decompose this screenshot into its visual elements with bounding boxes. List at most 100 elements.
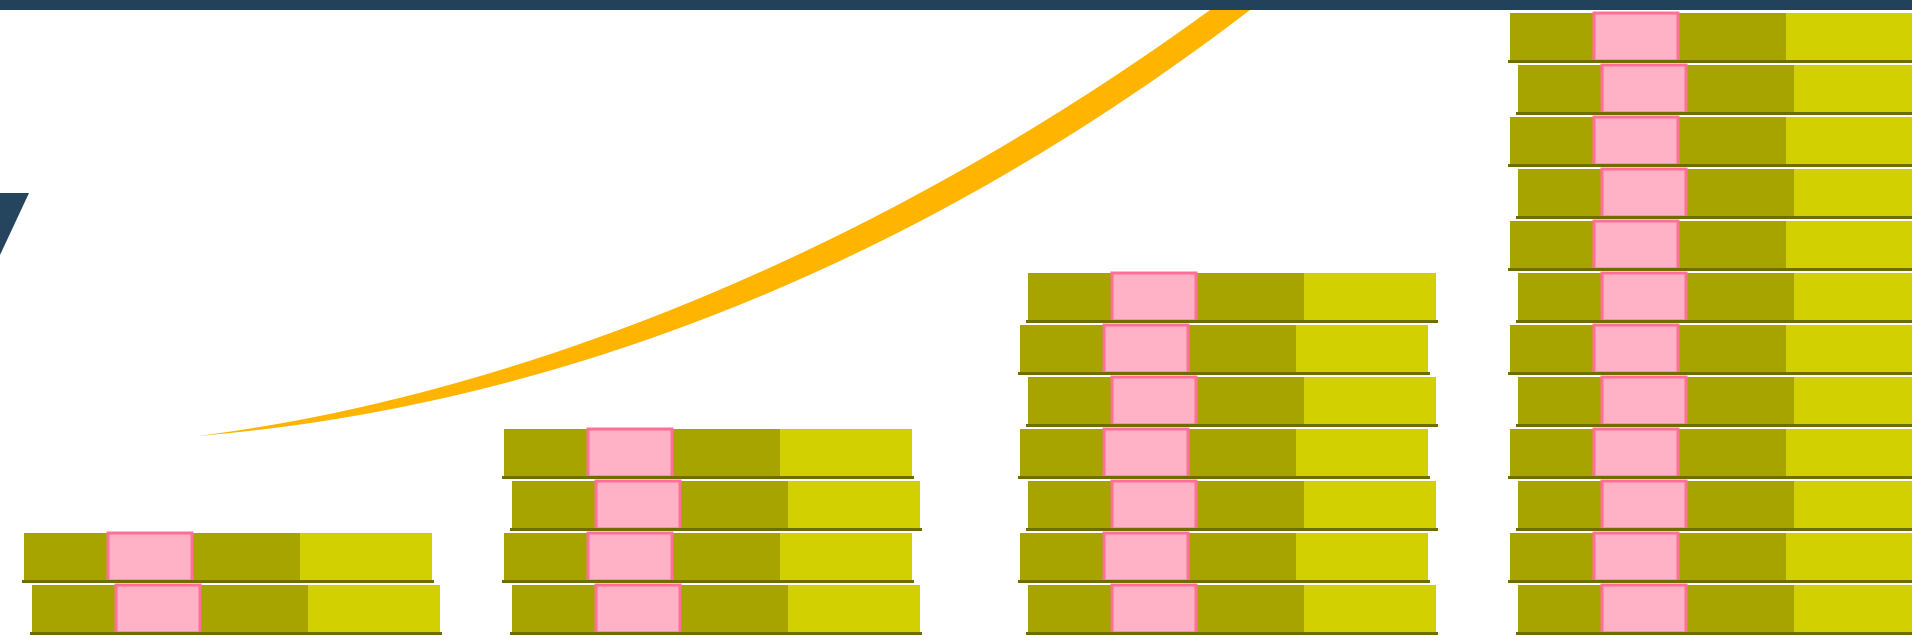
money-stack-icon [1508,323,1912,375]
money-stack-icon [510,479,922,531]
note-middle-dark [200,585,308,633]
bundle-edge [502,476,914,479]
note-left-dark [1518,169,1602,217]
money-stacks [22,11,1912,635]
money-stack-icon [1508,11,1912,63]
note-right-light [780,533,912,581]
note-left-dark [1028,585,1112,633]
note-right-light [1794,377,1912,425]
money-stack-icon [502,427,914,479]
money-band [594,583,682,635]
bundle-edge [1516,424,1912,427]
bundle-edge [510,528,922,531]
money-band [1592,427,1680,479]
note-right-light [1786,221,1912,269]
money-band [1592,115,1680,167]
money-band [586,427,674,479]
money-band [1110,479,1198,531]
note-right-light [1794,585,1912,633]
bundle-edge [1018,580,1430,583]
money-stack-4 [1508,11,1912,635]
note-middle-dark [1188,533,1296,581]
note-middle-dark [680,481,788,529]
money-stack-icon [1516,271,1912,323]
note-right-light [780,429,912,477]
money-stack-icon [1508,427,1912,479]
money-stack-icon [1516,63,1912,115]
money-stack-icon [22,531,434,583]
note-middle-dark [192,533,300,581]
bundle-edge [1508,580,1912,583]
note-right-light [788,481,920,529]
note-middle-dark [1686,169,1794,217]
bundle-edge [510,632,922,635]
bundle-edge [1508,372,1912,375]
money-band [1592,531,1680,583]
note-left-dark [1020,533,1104,581]
note-middle-dark [1686,377,1794,425]
note-right-light [1296,325,1428,373]
note-right-light [1794,65,1912,113]
money-band [1102,427,1190,479]
bundle-edge [1018,372,1430,375]
note-left-dark [1510,325,1594,373]
money-band [1592,323,1680,375]
bundle-edge [1516,216,1912,219]
money-stack-3 [1018,271,1438,635]
bundle-edge [1516,528,1912,531]
note-middle-dark [1678,13,1786,61]
note-right-light [1786,117,1912,165]
note-middle-dark [1188,325,1296,373]
note-middle-dark [1678,325,1786,373]
bundle-edge [1508,164,1912,167]
bundle-edge [1508,60,1912,63]
note-left-dark [1510,13,1594,61]
money-band [1600,375,1688,427]
note-right-light [1304,585,1436,633]
note-right-light [1794,481,1912,529]
money-stack-icon [1018,427,1430,479]
note-left-dark [504,533,588,581]
money-band [1600,583,1688,635]
note-middle-dark [1686,481,1794,529]
money-band [1102,323,1190,375]
note-left-dark [1510,117,1594,165]
money-stack-icon [1516,167,1912,219]
money-stack-icon [30,583,442,635]
note-right-light [1304,481,1436,529]
note-middle-dark [1678,533,1786,581]
note-left-dark [512,481,596,529]
note-middle-dark [1196,273,1304,321]
note-right-light [788,585,920,633]
money-band [1592,219,1680,271]
money-stack-icon [1026,271,1438,323]
note-right-light [1786,13,1912,61]
note-right-light [1296,533,1428,581]
money-stack-icon [1508,115,1912,167]
money-stack-icon [1026,583,1438,635]
note-left-dark [1518,481,1602,529]
note-left-dark [32,585,116,633]
bundle-edge [30,632,442,635]
note-middle-dark [672,533,780,581]
note-left-dark [1028,481,1112,529]
money-band [106,531,194,583]
arrow-icon [0,193,29,255]
note-left-dark [1518,585,1602,633]
bundle-edge [1026,320,1438,323]
note-right-light [308,585,440,633]
note-right-light [1304,273,1436,321]
bundle-edge [1508,268,1912,271]
note-left-dark [1510,533,1594,581]
note-right-light [1786,325,1912,373]
money-stack-icon [1516,479,1912,531]
money-band [1600,63,1688,115]
note-middle-dark [1196,585,1304,633]
note-middle-dark [672,429,780,477]
money-stack-icon [502,531,914,583]
money-band [1110,583,1198,635]
money-stack-icon [1018,323,1430,375]
money-stack-icon [1026,375,1438,427]
note-middle-dark [1196,377,1304,425]
